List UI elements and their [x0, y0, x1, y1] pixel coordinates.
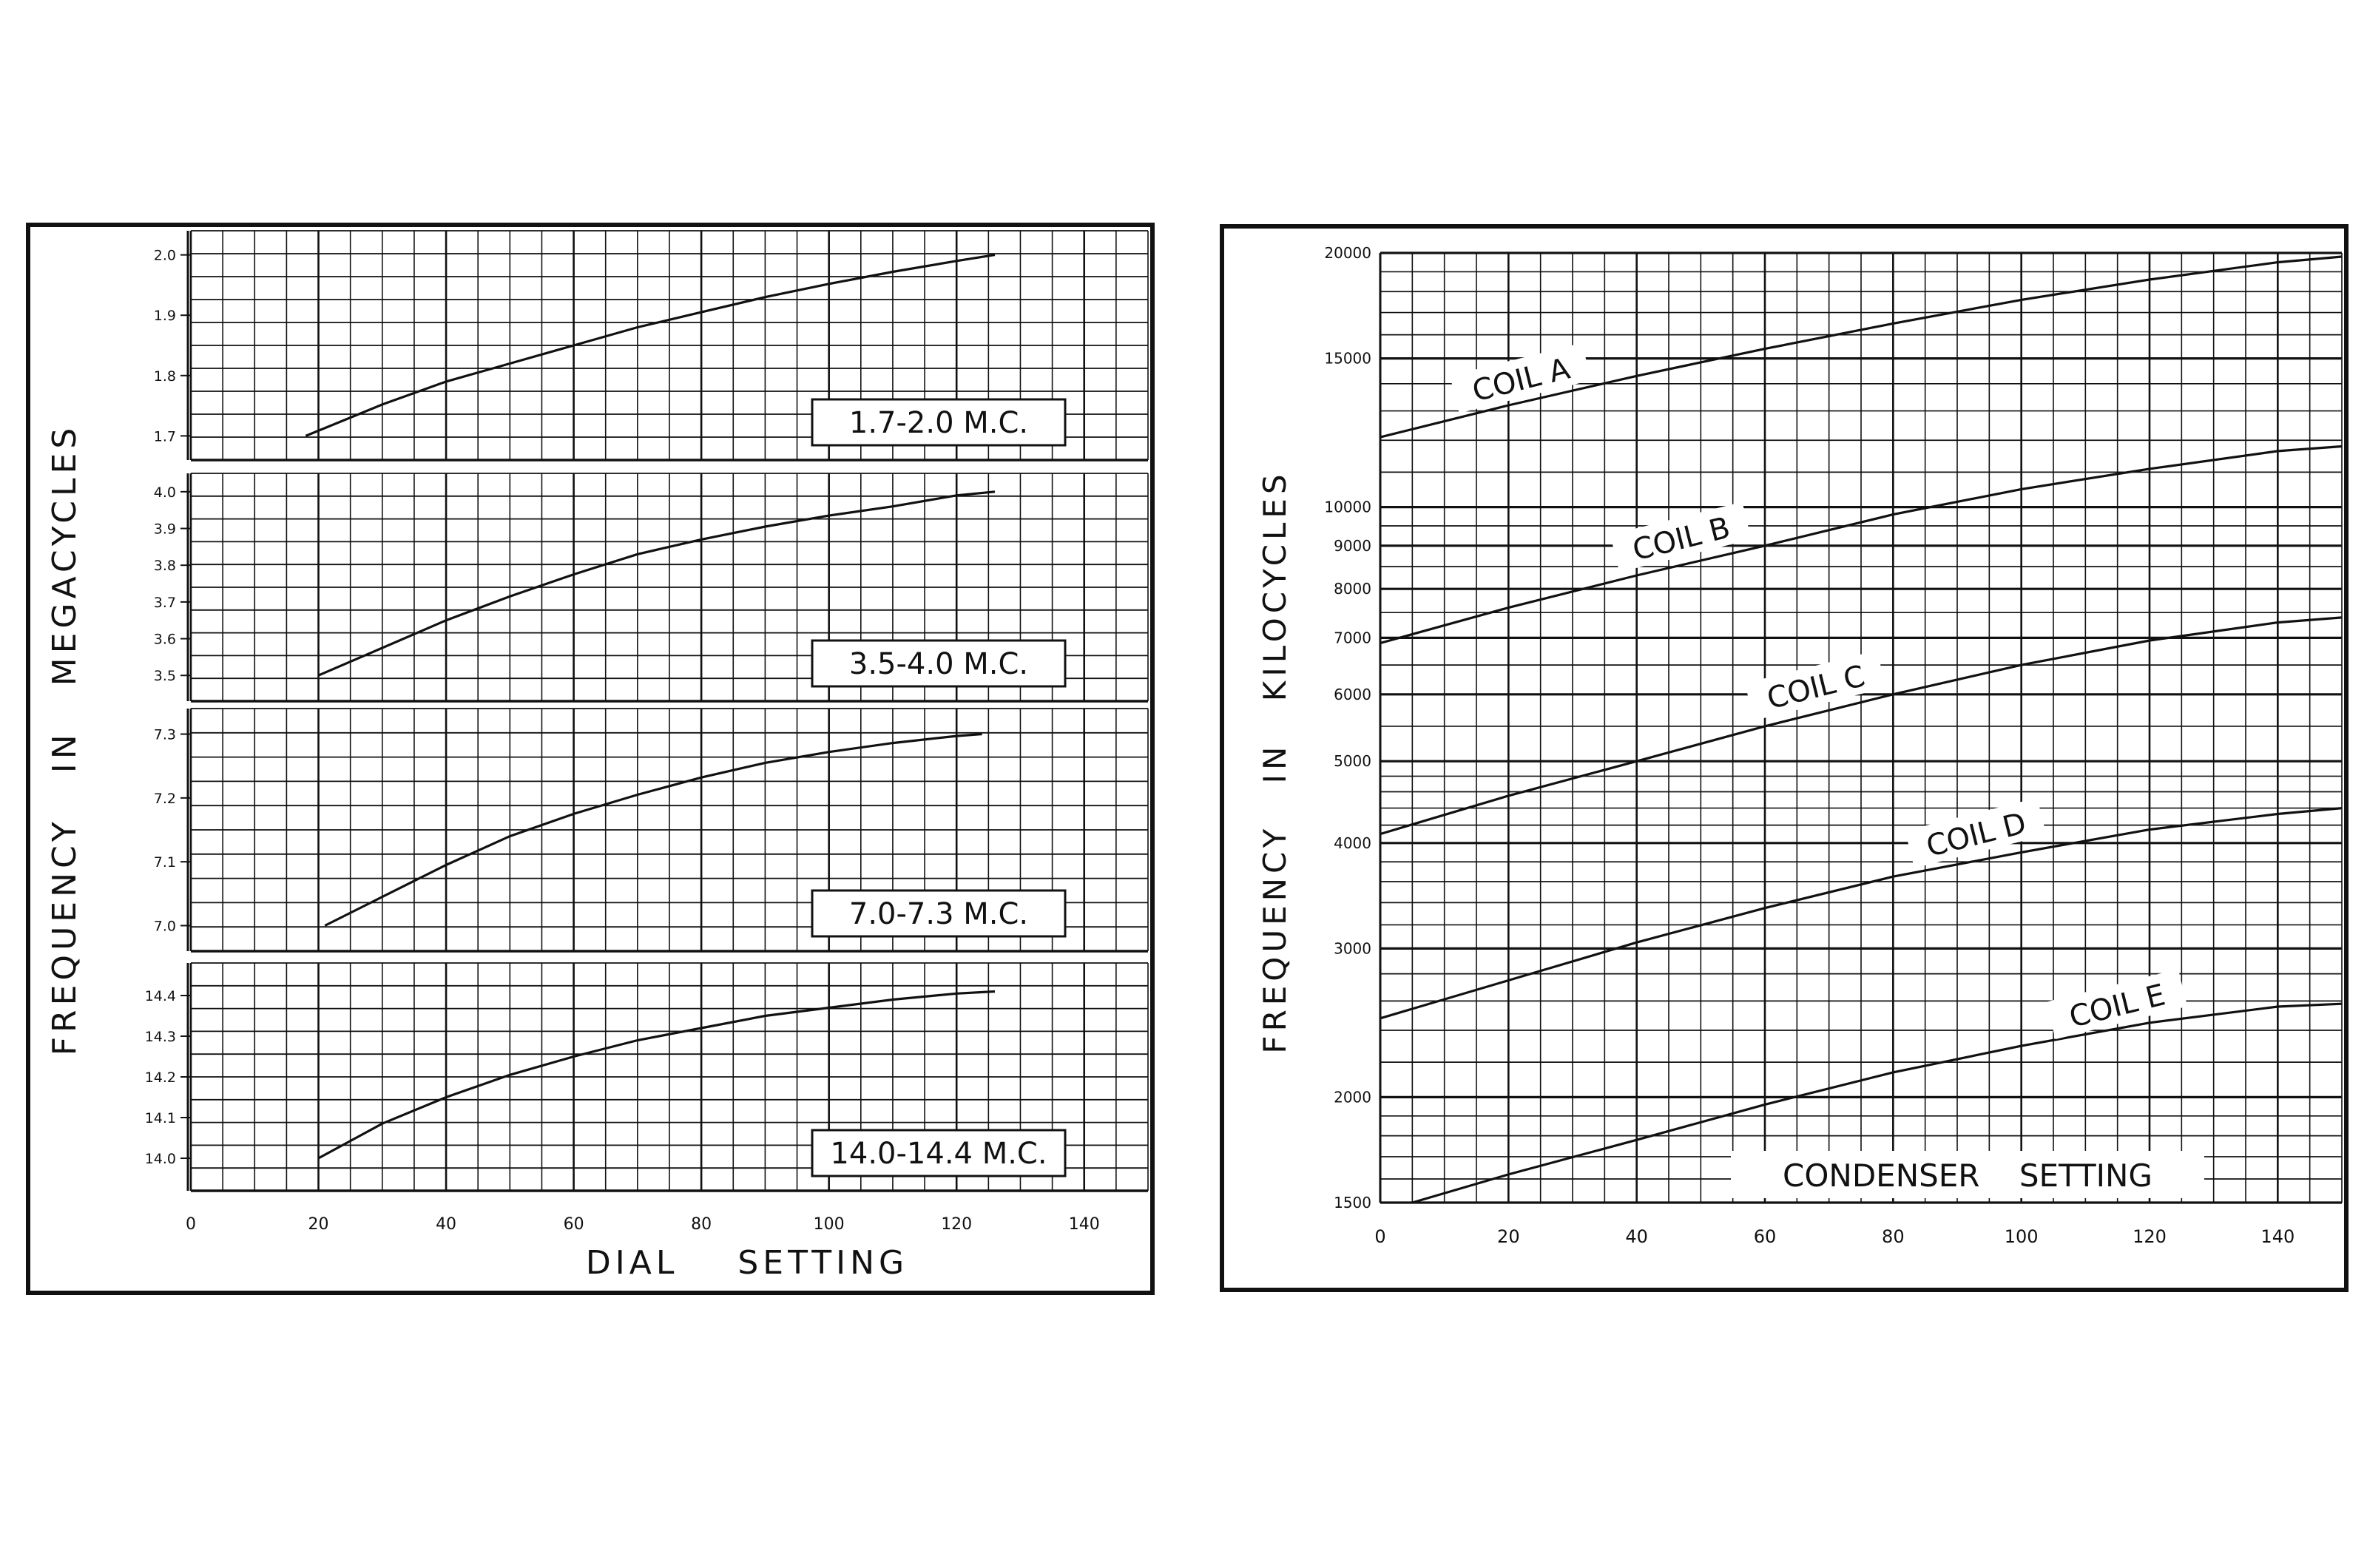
condenser-setting-chart: 2000015000100009000800070006000500040003…: [1220, 224, 2349, 1292]
y-tick-label: 15000: [1324, 350, 1371, 368]
y-tick-label: 1500: [1334, 1194, 1371, 1212]
x-tick-label: 0: [1374, 1226, 1385, 1247]
x-tick-label: 120: [941, 1215, 972, 1234]
coil-curve-1: [1380, 255, 2343, 439]
x-tick-label: 40: [436, 1215, 456, 1234]
x-tick-label: 80: [691, 1215, 712, 1234]
x-tick-label: 0: [186, 1215, 196, 1234]
x-tick-label: 20: [308, 1215, 329, 1234]
y-tick-label: 1.8: [154, 368, 176, 385]
y-tick-label: 2000: [1334, 1088, 1371, 1106]
x-tick-label: 40: [1625, 1226, 1648, 1247]
y-tick-label: 4000: [1334, 834, 1371, 852]
y-axis-title: FREQUENCY IN MEGACYCLES: [46, 424, 84, 1056]
y-tick-label: 3.7: [154, 595, 176, 611]
x-tick-label: 20: [1497, 1226, 1520, 1247]
range-label: 3.5-4.0 M.C.: [849, 647, 1028, 681]
y-tick-label: 14.0: [145, 1151, 176, 1167]
y-tick-label: 7.1: [154, 854, 176, 871]
y-tick-label: 8000: [1334, 580, 1371, 598]
y-tick-label: 10000: [1324, 499, 1371, 516]
coil-curve-3: [1380, 616, 2343, 836]
dial-setting-chart: 2.0 1.9 1.8 1.7 1.7-2.0 M.C. 4.0 3.9 3.8 3.7 3.6 3…: [26, 223, 1155, 1295]
coil-label-bg: [1450, 342, 1592, 413]
coil-label-bg: [1744, 650, 1886, 721]
panel-4: 14.4 14.3 14.2 14.1 14.0 14.0-14.4 M.C.: [145, 962, 1149, 1192]
panel-1: 2.0 1.9 1.8 1.7 1.7-2.0 M.C.: [154, 230, 1149, 462]
y-tick-label: 7.3: [154, 727, 176, 743]
condenser-title-bg: [1731, 1151, 2204, 1198]
panel-3: 7.3 7.2 7.1 7.0 7.0-7.3 M.C.: [154, 708, 1149, 953]
y-tick-label: 7000: [1334, 629, 1371, 646]
range-label-box: [811, 889, 1067, 938]
y-tick-label: 4.0: [154, 484, 176, 501]
coil-label-group: COIL C: [1744, 650, 1886, 721]
outer-frame: [1220, 224, 2349, 1292]
x-tick-label: 140: [1069, 1215, 1100, 1234]
x-tick-label: 100: [814, 1215, 845, 1234]
y-tick-label: 14.1: [145, 1110, 176, 1126]
curve-3: [324, 732, 982, 927]
x-tick-label: 120: [2133, 1226, 2167, 1247]
y-tick-label: 1.7: [154, 428, 176, 445]
range-label-box: [811, 398, 1067, 447]
x-tick-label: 100: [2005, 1226, 2039, 1247]
x-axis-title: DIAL SETTING: [586, 1244, 908, 1282]
y-tick-label: 9000: [1334, 537, 1371, 555]
y-tick-label: 3000: [1334, 939, 1371, 957]
curve-2: [317, 490, 996, 677]
y-tick-label: 5000: [1334, 752, 1371, 770]
panel-2: 4.0 3.9 3.8 3.7 3.6 3.5 3.5-4.0 M.C.: [154, 473, 1149, 703]
x-axis-title: CONDENSER SETTING: [1783, 1158, 2152, 1194]
y-tick-label: 3.8: [154, 558, 176, 574]
coil-label-group: COIL B: [1610, 501, 1752, 572]
y-tick-label: 14.2: [145, 1069, 176, 1086]
y-tick-label: 14.4: [145, 988, 176, 1004]
y-tick-label: 3.9: [154, 521, 176, 538]
x-tick-label: 140: [2260, 1226, 2295, 1247]
y-tick-label: 3.5: [154, 668, 176, 684]
y-tick-label: 3.6: [154, 632, 176, 648]
coil-label-bg: [2046, 969, 2188, 1040]
range-label: 14.0-14.4 M.C.: [830, 1137, 1047, 1171]
y-tick-label: 1.9: [154, 308, 176, 324]
coil-label-bg: [1905, 797, 2047, 868]
curve-1: [305, 254, 996, 437]
range-label: 7.0-7.3 M.C.: [849, 897, 1028, 931]
y-tick-label: 7.2: [154, 791, 176, 807]
y-tick-label: 7.0: [154, 918, 176, 934]
range-label-box: [811, 1129, 1067, 1177]
y-tick-label: 6000: [1334, 686, 1371, 703]
y-tick-label: 14.3: [145, 1029, 176, 1045]
coil-curve-4: [1380, 807, 2343, 1020]
range-label: 1.7-2.0 M.C.: [849, 406, 1028, 440]
coil-curve-5: [1411, 1002, 2343, 1204]
range-label-box: [811, 639, 1067, 688]
y-tick-label: 20000: [1324, 244, 1371, 262]
coil-curve-2: [1380, 445, 2343, 645]
curve-4: [317, 990, 996, 1160]
y-tick-label: 2.0: [154, 248, 176, 264]
x-tick-label: 80: [1882, 1226, 1905, 1247]
coil-label-bg: [1610, 501, 1752, 572]
y-axis-title: FREQUENCY IN KILOCYCLES: [1257, 470, 1293, 1053]
x-tick-label: 60: [1754, 1226, 1777, 1247]
x-tick-label: 60: [564, 1215, 584, 1234]
outer-frame: [26, 223, 1155, 1295]
